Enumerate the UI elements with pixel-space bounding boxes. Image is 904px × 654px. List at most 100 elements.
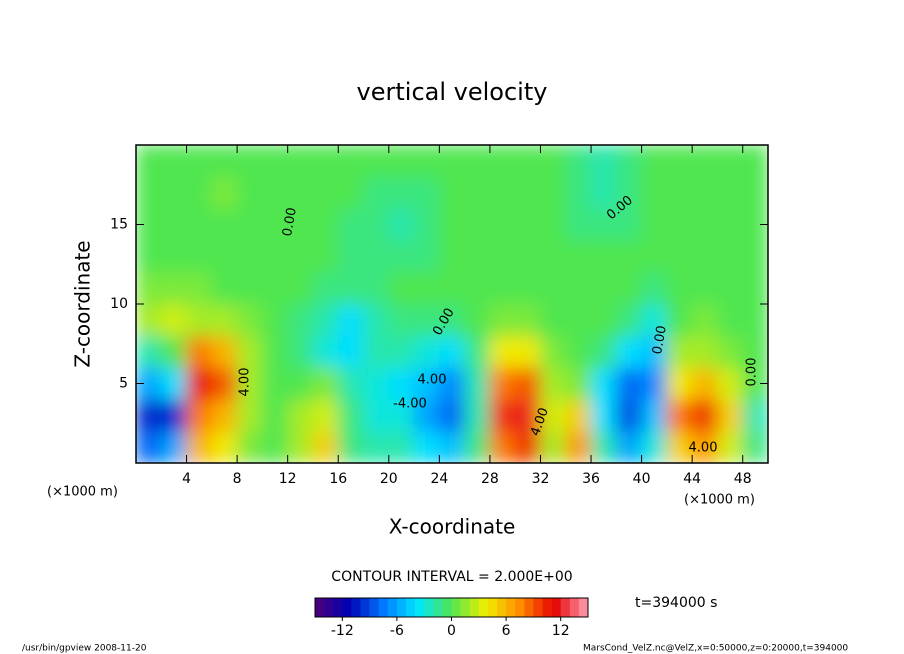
- cell: [236, 303, 263, 337]
- cell: [666, 208, 693, 241]
- cell: [742, 398, 768, 432]
- cell: [261, 145, 289, 178]
- cell: [489, 145, 516, 178]
- cell: [666, 367, 693, 400]
- cell: [666, 271, 693, 305]
- x-tick-label: 24: [430, 471, 448, 487]
- cell: [590, 367, 617, 400]
- cell: [641, 335, 668, 369]
- cell: [641, 271, 668, 305]
- cell: [641, 367, 668, 400]
- cell: [186, 176, 213, 210]
- colorbar-swatch: [342, 598, 352, 617]
- cells: [136, 145, 768, 463]
- cell: [287, 303, 314, 337]
- cell: [539, 271, 567, 305]
- cell: [716, 271, 744, 305]
- cell: [287, 367, 314, 400]
- cell: [186, 430, 213, 463]
- cell: [388, 398, 415, 432]
- cell: [136, 145, 162, 178]
- cell: [742, 335, 768, 369]
- cell: [186, 239, 213, 273]
- cell: [641, 208, 668, 241]
- colorbar-swatch: [560, 598, 571, 617]
- contour-interval: CONTOUR INTERVAL = 2.000E+00: [331, 569, 572, 585]
- cell: [514, 430, 541, 463]
- cell: [312, 367, 339, 400]
- cell: [236, 430, 263, 463]
- cell: [413, 303, 440, 337]
- cell: [565, 303, 592, 337]
- cell: [641, 398, 668, 432]
- colorbar-swatch: [469, 598, 480, 617]
- cell: [312, 398, 339, 432]
- cell: [160, 303, 188, 337]
- cell: [211, 176, 238, 210]
- cell: [489, 303, 516, 337]
- cell: [489, 430, 516, 463]
- cell: [236, 239, 263, 273]
- cell: [641, 145, 668, 178]
- y-unit: (×1000 m): [47, 485, 118, 500]
- cell: [565, 335, 592, 369]
- contour-label: 4.00: [238, 368, 253, 397]
- cell: [691, 398, 718, 432]
- cell: [236, 398, 263, 432]
- colorbar-swatch: [506, 598, 516, 617]
- cell: [186, 367, 213, 400]
- cell: [464, 271, 491, 305]
- colorbar-swatch: [542, 598, 552, 617]
- colorbar-tick-label: 12: [552, 623, 570, 639]
- cell: [136, 303, 162, 337]
- cell: [691, 145, 718, 178]
- y-tick-label: 10: [110, 296, 128, 312]
- cell: [742, 239, 768, 273]
- cell: [514, 303, 541, 337]
- cell: [666, 145, 693, 178]
- cell: [337, 208, 365, 241]
- cell: [691, 335, 718, 369]
- contour-label: 0.00: [650, 324, 670, 355]
- cell: [514, 398, 541, 432]
- cell: [590, 430, 617, 463]
- cell: [388, 303, 415, 337]
- cell: [287, 145, 314, 178]
- cell: [539, 303, 567, 337]
- x-unit: (×1000 m): [684, 493, 755, 508]
- cell: [590, 398, 617, 432]
- cell: [136, 430, 162, 463]
- y-tick-label: 5: [119, 376, 128, 392]
- cell: [489, 335, 516, 369]
- cell: [312, 208, 339, 241]
- cell: [691, 208, 718, 241]
- cell: [565, 271, 592, 305]
- cell: [312, 145, 339, 178]
- cell: [236, 145, 263, 178]
- cell: [615, 430, 643, 463]
- cell: [363, 398, 390, 432]
- cell: [438, 335, 466, 369]
- x-tick-label: 28: [481, 471, 499, 487]
- x-tick-label: 44: [683, 471, 701, 487]
- cell: [666, 398, 693, 432]
- cell: [464, 303, 491, 337]
- cell: [388, 176, 415, 210]
- cell: [388, 367, 415, 400]
- cell: [539, 145, 567, 178]
- cell: [590, 303, 617, 337]
- x-tick-label: 12: [279, 471, 297, 487]
- x-axis-label: X-coordinate: [389, 515, 516, 539]
- cell: [136, 271, 162, 305]
- cell: [716, 145, 744, 178]
- cell: [363, 176, 390, 210]
- cell: [261, 430, 289, 463]
- cell: [539, 398, 567, 432]
- cell: [337, 176, 365, 210]
- cell: [363, 335, 390, 369]
- colorbar-swatch: [515, 598, 525, 617]
- cell: [641, 176, 668, 210]
- colorbar-tick-label: 6: [502, 623, 511, 639]
- cell: [337, 303, 365, 337]
